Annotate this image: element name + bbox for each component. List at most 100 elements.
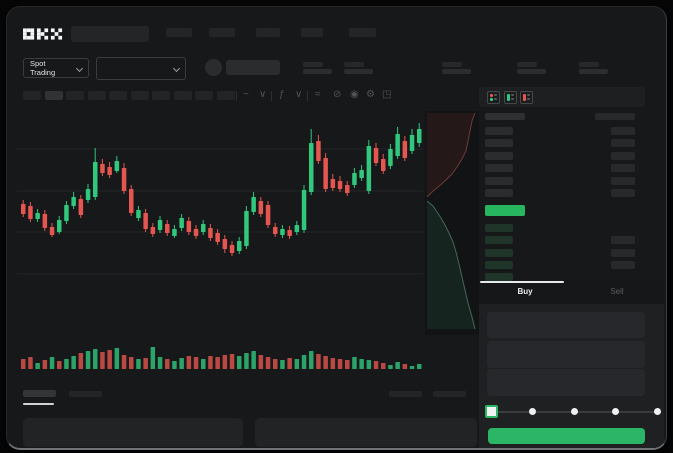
bottom-action-placeholder[interactable] [433,391,466,397]
bottom-tab-placeholder[interactable] [23,390,56,397]
slider-stop-dot[interactable] [612,408,619,415]
timeframe-chip[interactable] [130,91,149,100]
candlestick [222,239,228,249]
volume-bar [373,361,379,369]
candlestick [93,162,98,197]
bottom-tab-placeholder[interactable] [69,391,102,397]
slider-stop-dot[interactable] [570,408,578,415]
slider-stop-dot[interactable] [529,408,536,415]
volume-bar [49,357,55,369]
volume-bar [57,361,62,369]
ask-row-amount[interactable] [611,127,635,135]
bid-row-price[interactable] [485,273,513,281]
search-placeholder[interactable] [71,26,149,42]
line-style-icon[interactable]: ~ [243,89,249,100]
ask-row-price[interactable] [485,189,513,197]
volume-bar [64,359,69,369]
timeframe-chip[interactable] [152,91,170,100]
nav-item-placeholder[interactable] [301,28,323,37]
fullscreen-icon[interactable]: ◳ [382,89,392,100]
ask-row-price[interactable] [485,127,513,135]
timeframe-chip[interactable] [44,91,63,100]
volume-bar [42,360,48,369]
candlestick [71,197,76,206]
candlestick [388,149,393,166]
candlestick [100,164,105,173]
candlestick [215,233,220,242]
caret-down-icon[interactable]: ∨ [259,89,267,100]
timeframe-chip[interactable] [216,91,235,100]
amount-input-placeholder[interactable] [487,341,645,368]
volume-bar [280,360,285,369]
orderbook-asks-icon[interactable] [520,91,533,104]
ask-row-amount[interactable] [595,113,635,120]
pair-selector-dropdown[interactable] [96,57,186,80]
draw-tools-icon[interactable]: ⊘ [333,89,342,100]
volume-bar [215,357,220,369]
candlestick [316,141,321,161]
tab-sell[interactable]: Sell [610,287,624,296]
nav-item-placeholder[interactable] [166,28,192,37]
candlestick [49,227,55,235]
timeframe-chip[interactable] [109,91,127,100]
ask-row-amount[interactable] [611,139,635,147]
market-type-dropdown[interactable]: Spot Trading [23,58,89,78]
nav-item-placeholder[interactable] [209,28,235,37]
camera-icon[interactable]: ◉ [350,89,359,100]
candlestick-chart[interactable] [17,111,423,339]
candlestick [121,168,127,191]
wave-icon[interactable]: ≈ [315,89,321,100]
ask-row-amount[interactable] [611,189,635,197]
timeframe-chip[interactable] [66,91,84,100]
indicator-fx-icon[interactable]: ƒ [279,89,285,100]
bid-row-price[interactable] [485,236,513,244]
orderbook-both-icon[interactable] [487,91,500,104]
coin-avatar[interactable] [205,59,222,76]
volume-chart [17,339,423,369]
candlestick [129,189,134,213]
timeframe-chip[interactable] [87,91,106,100]
candlestick [78,199,84,215]
candlestick [337,181,343,189]
volume-bar [172,361,177,369]
slider-stop-dot[interactable] [653,408,661,415]
last-price-bar[interactable] [485,205,525,216]
caret-down-icon[interactable]: ∨ [295,89,303,100]
price-input-placeholder[interactable] [487,312,645,338]
bid-row-amount[interactable] [611,249,635,257]
volume-bar [273,359,278,369]
total-input-placeholder[interactable] [487,369,645,396]
bid-row-amount[interactable] [611,236,635,244]
candlestick [143,213,148,229]
active-tab-indicator [480,281,564,283]
timeframe-chip[interactable] [23,91,41,100]
nav-item-placeholder[interactable] [349,28,376,37]
bid-row-price[interactable] [485,224,513,232]
ask-row-price[interactable] [485,152,513,160]
amount-slider-handle[interactable] [485,405,498,418]
timeframe-chip[interactable] [173,91,192,100]
ask-row-amount[interactable] [611,177,635,185]
candlestick [294,225,300,232]
volume-bar [121,355,127,369]
ask-row-price[interactable] [485,113,525,120]
buy-submit-button[interactable] [488,428,645,444]
candlestick [258,201,264,214]
bottom-action-placeholder[interactable] [389,391,422,397]
ask-row-amount[interactable] [611,152,635,160]
bid-row-price[interactable] [485,249,513,257]
tab-buy[interactable]: Buy [517,287,533,296]
nav-item-placeholder[interactable] [256,28,280,37]
settings-gear-icon[interactable]: ⚙ [366,89,375,100]
ask-row-price[interactable] [485,177,513,185]
ask-row-amount[interactable] [611,164,635,172]
bid-row-price[interactable] [485,261,513,269]
orderbook-bids-icon[interactable] [503,91,517,104]
ask-row-price[interactable] [485,139,513,147]
okx-logo[interactable] [23,27,63,41]
chevron-down-icon [75,64,84,72]
bid-row-amount[interactable] [611,261,635,269]
candlestick [373,148,379,163]
ask-row-price[interactable] [485,164,513,172]
timeframe-chip[interactable] [195,91,213,100]
